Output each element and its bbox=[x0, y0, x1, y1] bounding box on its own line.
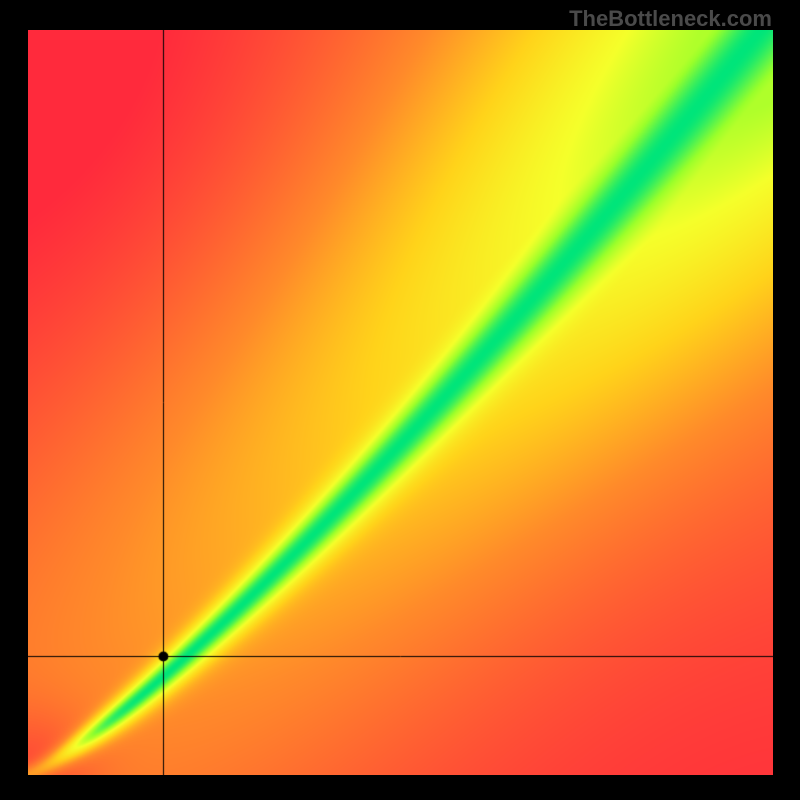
plot-area bbox=[28, 30, 773, 775]
bottleneck-heatmap bbox=[28, 30, 773, 775]
watermark-text: TheBottleneck.com bbox=[569, 6, 772, 32]
